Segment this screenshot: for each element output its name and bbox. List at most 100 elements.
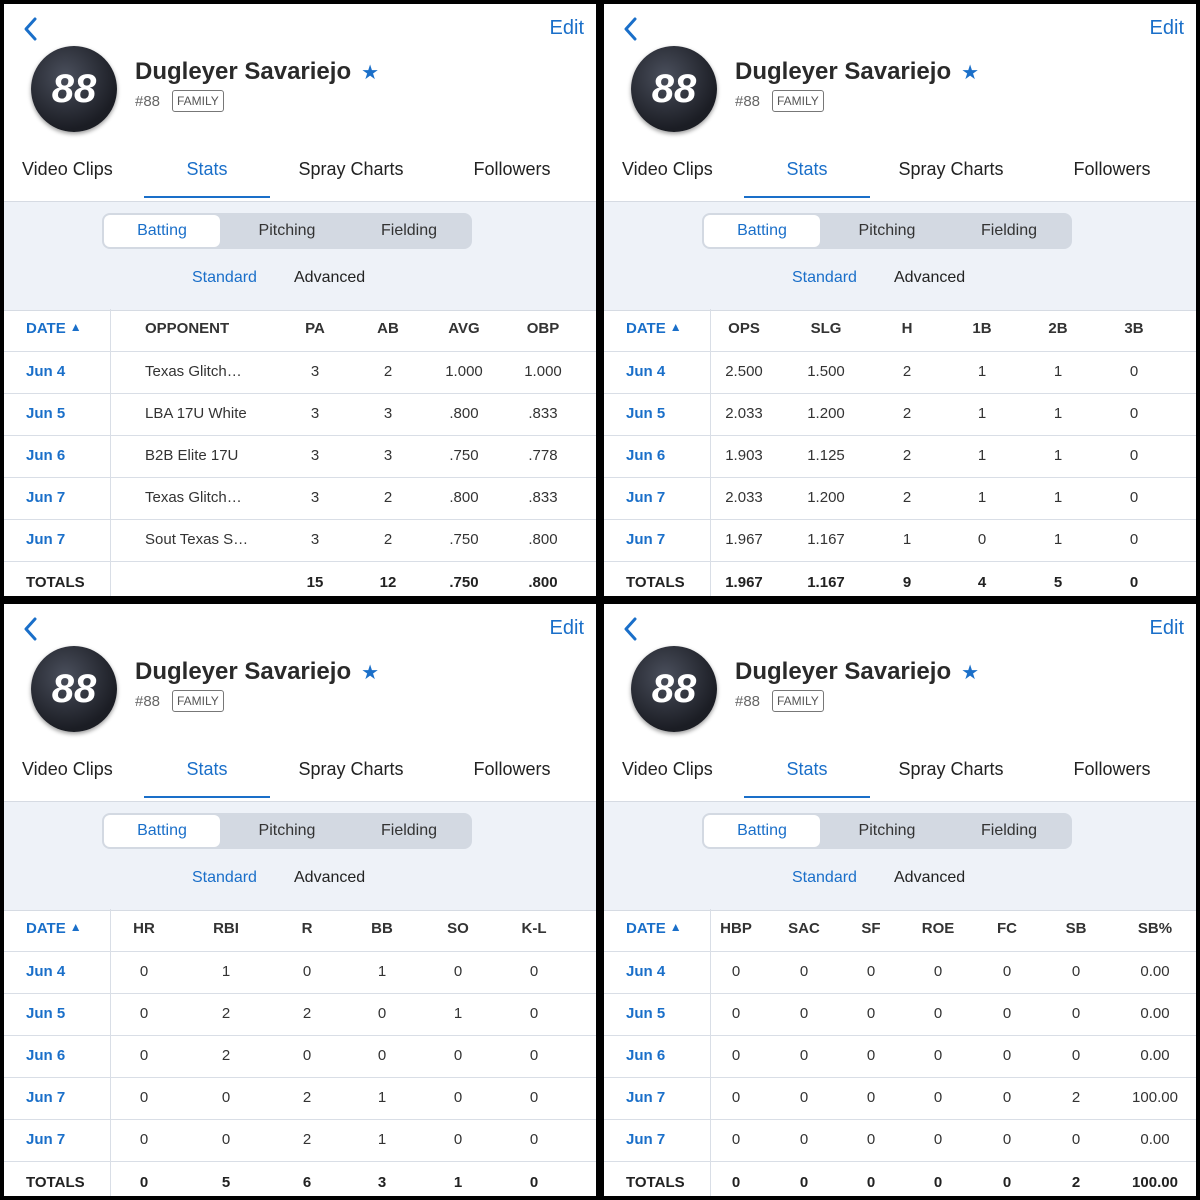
column-header[interactable]: DATE bbox=[26, 320, 66, 337]
tab[interactable]: Spray Charts bbox=[298, 159, 404, 179]
stat-cell: 1 bbox=[902, 531, 912, 548]
segment[interactable]: Batting bbox=[104, 215, 220, 247]
segment[interactable]: Fielding bbox=[980, 822, 1038, 839]
segment[interactable]: Pitching bbox=[858, 822, 916, 839]
stat-cell: 1.200 bbox=[807, 405, 845, 422]
date-cell[interactable]: Jun 5 bbox=[626, 405, 666, 422]
column-header: HR bbox=[133, 920, 155, 937]
date-cell[interactable]: Jun 5 bbox=[626, 1005, 666, 1022]
subtab[interactable]: Advanced bbox=[894, 269, 966, 286]
column-header: 2B bbox=[1048, 320, 1068, 337]
column-header[interactable]: DATE bbox=[26, 920, 66, 937]
tab[interactable]: Followers bbox=[1073, 759, 1151, 779]
stat-cell: 0 bbox=[221, 1131, 231, 1148]
stat-cell: 100.00 bbox=[1132, 1089, 1178, 1106]
stat-cell: 3 bbox=[383, 405, 393, 422]
subtab[interactable]: Advanced bbox=[894, 869, 966, 886]
totals-label: TOTALS bbox=[26, 574, 85, 591]
subtab[interactable]: Standard bbox=[792, 269, 857, 286]
back-button[interactable] bbox=[20, 14, 44, 44]
totals-cell: .750 bbox=[449, 574, 479, 591]
date-cell[interactable]: Jun 4 bbox=[26, 963, 66, 980]
segment[interactable]: Batting bbox=[704, 215, 820, 247]
tab[interactable]: Stats bbox=[786, 159, 828, 179]
chevron-icon bbox=[24, 617, 37, 641]
date-cell[interactable]: Jun 7 bbox=[26, 531, 66, 548]
sort-icon: ▲ bbox=[669, 920, 682, 934]
player-name: Dugleyer Savariejo bbox=[735, 58, 952, 85]
tab[interactable]: Video Clips bbox=[622, 159, 713, 179]
stat-cell: 0.00 bbox=[1140, 963, 1170, 980]
stat-cell: 1 bbox=[377, 1131, 387, 1148]
date-cell[interactable]: Jun 7 bbox=[26, 1131, 66, 1148]
stat-cell: 1 bbox=[453, 1005, 463, 1022]
player-number: #88 bbox=[135, 93, 161, 110]
date-cell[interactable]: Jun 4 bbox=[26, 363, 66, 380]
back-button[interactable] bbox=[20, 614, 44, 644]
date-cell[interactable]: Jun 7 bbox=[626, 489, 666, 506]
edit-button[interactable]: Edit bbox=[549, 17, 584, 39]
stat-cell: 0 bbox=[731, 1047, 741, 1064]
tab[interactable]: Stats bbox=[786, 759, 828, 779]
stat-cell: 0 bbox=[302, 963, 312, 980]
tab[interactable]: Spray Charts bbox=[298, 759, 404, 779]
tab[interactable]: Spray Charts bbox=[898, 159, 1004, 179]
tab[interactable]: Followers bbox=[473, 759, 551, 779]
back-button[interactable] bbox=[620, 614, 644, 644]
subtab[interactable]: Advanced bbox=[294, 269, 366, 286]
tab[interactable]: Video Clips bbox=[22, 159, 113, 179]
date-cell[interactable]: Jun 6 bbox=[26, 447, 66, 464]
tab[interactable]: Stats bbox=[186, 759, 228, 779]
date-cell[interactable]: Jun 6 bbox=[626, 1047, 666, 1064]
subtab[interactable]: Standard bbox=[192, 869, 257, 886]
segment[interactable]: Pitching bbox=[858, 222, 916, 239]
date-cell[interactable]: Jun 5 bbox=[26, 1005, 66, 1022]
date-cell[interactable]: Jun 7 bbox=[626, 1131, 666, 1148]
column-header[interactable]: DATE bbox=[626, 320, 666, 337]
date-cell[interactable]: Jun 6 bbox=[626, 447, 666, 464]
date-cell[interactable]: Jun 7 bbox=[626, 531, 666, 548]
panel: Edit 88 Dugleyer Savariejo ★ #88 FAMILY Video … bbox=[4, 604, 596, 1196]
star-icon: ★ bbox=[961, 62, 980, 84]
segment[interactable]: Pitching bbox=[258, 222, 316, 239]
stat-cell: 0 bbox=[731, 1131, 741, 1148]
segment[interactable]: Fielding bbox=[380, 822, 438, 839]
date-cell[interactable]: Jun 4 bbox=[626, 963, 666, 980]
stat-cell: 1 bbox=[977, 363, 987, 380]
subtab[interactable]: Advanced bbox=[294, 869, 366, 886]
edit-button[interactable]: Edit bbox=[1149, 17, 1184, 39]
column-header[interactable]: DATE bbox=[626, 920, 666, 937]
date-cell[interactable]: Jun 7 bbox=[626, 1089, 666, 1106]
stat-cell: .750 bbox=[449, 447, 479, 464]
subtab[interactable]: Standard bbox=[792, 869, 857, 886]
tab[interactable]: Video Clips bbox=[22, 759, 113, 779]
stat-cell: 3 bbox=[310, 405, 320, 422]
segment[interactable]: Fielding bbox=[980, 222, 1038, 239]
avatar: 88 bbox=[631, 46, 717, 132]
tab[interactable]: Followers bbox=[473, 159, 551, 179]
chevron-icon bbox=[24, 17, 37, 41]
segment[interactable]: Pitching bbox=[258, 822, 316, 839]
tab[interactable]: Stats bbox=[186, 159, 228, 179]
edit-button[interactable]: Edit bbox=[1149, 617, 1184, 639]
back-button[interactable] bbox=[620, 14, 644, 44]
stat-cell: 0 bbox=[1071, 1047, 1081, 1064]
date-cell[interactable]: Jun 7 bbox=[26, 489, 66, 506]
stat-cell: 0 bbox=[139, 963, 149, 980]
segment[interactable]: Batting bbox=[704, 815, 820, 847]
date-cell[interactable]: Jun 7 bbox=[26, 1089, 66, 1106]
row-divider bbox=[604, 393, 1196, 394]
tab[interactable]: Spray Charts bbox=[898, 759, 1004, 779]
date-cell[interactable]: Jun 5 bbox=[26, 405, 66, 422]
stat-cell: 1.200 bbox=[807, 489, 845, 506]
stat-cell: 1.167 bbox=[807, 531, 845, 548]
tab[interactable]: Video Clips bbox=[622, 759, 713, 779]
edit-button[interactable]: Edit bbox=[549, 617, 584, 639]
segment[interactable]: Batting bbox=[104, 815, 220, 847]
segment[interactable]: Fielding bbox=[380, 222, 438, 239]
tab[interactable]: Followers bbox=[1073, 159, 1151, 179]
date-cell[interactable]: Jun 6 bbox=[26, 1047, 66, 1064]
date-cell[interactable]: Jun 4 bbox=[626, 363, 666, 380]
subtab[interactable]: Standard bbox=[192, 269, 257, 286]
